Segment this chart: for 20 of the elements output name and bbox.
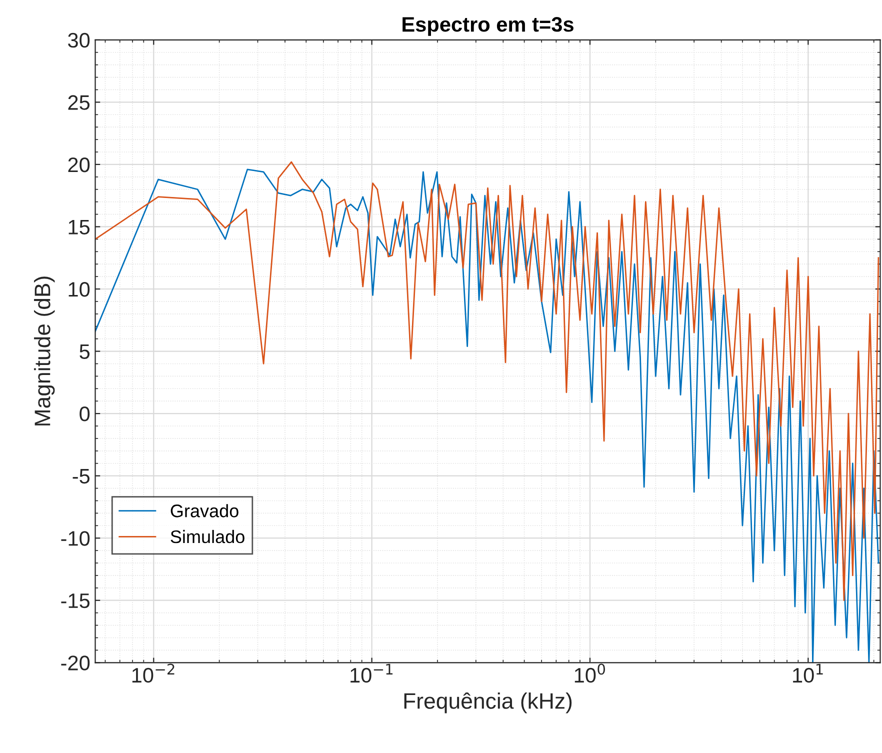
legend-label: Simulado — [170, 530, 244, 544]
x-tick-label: 10$^{−2}$ — [132, 664, 174, 683]
y-axis-title: Magnitude (dB) — [34, 276, 55, 426]
x-tick-label: 10$^{0}$ — [574, 664, 605, 683]
x-tick-label: 10$^{−1}$ — [350, 664, 393, 683]
y-tick-label: -20 — [61, 656, 90, 670]
y-tick-label: -15 — [61, 594, 90, 608]
x-axis-title: Frequência (kHz) — [404, 692, 572, 714]
y-tick-label: 10 — [68, 282, 90, 297]
y-tick-label: -5 — [72, 469, 90, 484]
legend-label: Gravado — [170, 504, 238, 518]
y-tick-label: 30 — [68, 32, 90, 48]
y-tick-label: -10 — [61, 531, 90, 546]
y-tick-label: 20 — [68, 157, 90, 172]
y-tick-label: 5 — [80, 344, 90, 360]
x-tick-label: 10$^{1}$ — [793, 664, 823, 683]
chart-title: Espectro em t=3s — [402, 17, 574, 36]
y-tick-label: 25 — [68, 95, 90, 110]
y-tick-label: 0 — [80, 406, 90, 422]
y-tick-label: 15 — [68, 220, 90, 234]
